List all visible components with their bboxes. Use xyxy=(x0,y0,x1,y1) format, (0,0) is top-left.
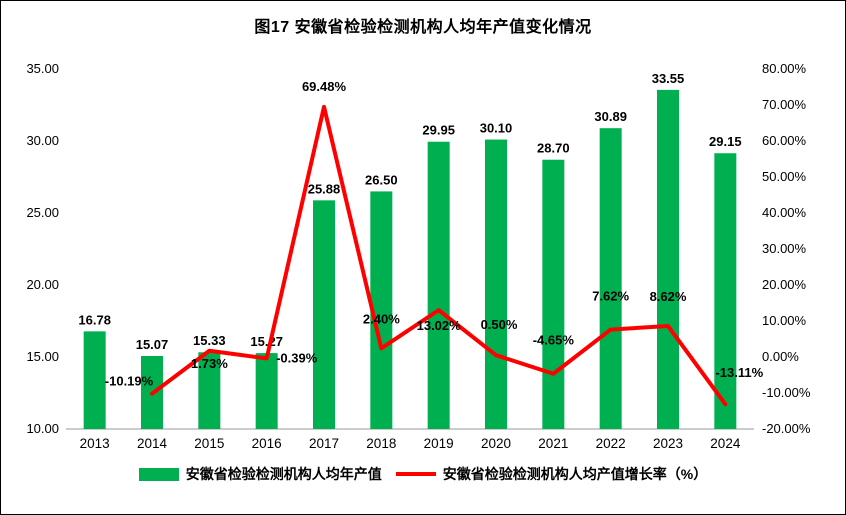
left-axis-tick-label: 30.00 xyxy=(26,133,59,148)
right-axis-tick-label: 10.00% xyxy=(762,313,807,328)
right-axis-tick-label: 40.00% xyxy=(762,205,807,220)
line-series-swatch-icon xyxy=(395,472,436,476)
line-data-label: -10.19% xyxy=(105,374,154,389)
x-axis-category-label: 2020 xyxy=(481,436,511,451)
bar xyxy=(542,159,565,429)
line-data-label: -4.65% xyxy=(533,333,575,348)
left-axis-tick-label: 25.00 xyxy=(26,205,59,220)
right-axis-tick-label: 30.00% xyxy=(762,241,807,256)
chart-title: 图17 安徽省检验检测机构人均年产值变化情况 xyxy=(254,19,592,36)
bar-data-label: 30.10 xyxy=(480,121,513,136)
line-data-label: 69.48% xyxy=(302,79,347,94)
bar xyxy=(370,191,393,429)
line-data-label: 8.62% xyxy=(650,289,687,304)
bar xyxy=(657,89,679,429)
right-axis-tick-label: -10.00% xyxy=(762,385,811,400)
legend-item-line-series: 安徽省检验检测机构人均产值增长率（%） xyxy=(395,464,708,484)
right-axis-tick-label: -20.00% xyxy=(762,421,811,436)
left-axis-tick-label: 10.00 xyxy=(26,421,59,436)
x-axis-category-label: 2024 xyxy=(710,436,741,451)
bar-data-label: 29.15 xyxy=(709,134,742,149)
x-axis-category-label: 2016 xyxy=(252,436,282,451)
x-axis-category-label: 2013 xyxy=(80,436,110,451)
bar xyxy=(485,139,507,429)
legend-line-label: 安徽省检验检测机构人均产值增长率（%） xyxy=(442,466,708,482)
line-data-label: -13.11% xyxy=(715,365,763,380)
x-axis-category-label: 2019 xyxy=(424,436,454,451)
bar-data-label: 33.55 xyxy=(652,71,685,86)
bar-data-label: 26.50 xyxy=(365,172,398,187)
x-axis-category-label: 2022 xyxy=(596,436,626,451)
bar xyxy=(427,141,450,429)
bar-data-label: 30.89 xyxy=(594,109,627,124)
x-axis-category-label: 2018 xyxy=(366,436,396,451)
right-axis-tick-label: 0.00% xyxy=(762,349,799,364)
bar xyxy=(714,153,737,430)
bar xyxy=(83,331,106,429)
x-axis-category-label: 2021 xyxy=(538,436,568,451)
right-axis-tick-label: 60.00% xyxy=(762,133,807,148)
bar xyxy=(255,353,278,429)
right-axis-tick-label: 50.00% xyxy=(762,169,807,184)
line-data-label: 1.73% xyxy=(191,356,228,371)
line-data-label: 7.62% xyxy=(592,289,629,304)
bar xyxy=(198,352,221,429)
bar-data-label: 15.07 xyxy=(136,337,169,352)
bar-data-label: 15.27 xyxy=(250,334,283,349)
chart-legend: 安徽省检验检测机构人均年产值 安徽省检验检测机构人均产值增长率（%） xyxy=(1,464,845,484)
line-data-label: 13.02% xyxy=(417,318,462,333)
bar-data-label: 25.88 xyxy=(308,181,341,196)
bar xyxy=(599,128,622,429)
x-axis-category-label: 2023 xyxy=(653,436,683,451)
x-axis-category-label: 2014 xyxy=(137,436,168,451)
legend-bar-label: 安徽省检验检测机构人均年产值 xyxy=(185,466,382,482)
left-axis-tick-label: 35.00 xyxy=(26,61,59,76)
bar-data-label: 16.78 xyxy=(78,312,111,327)
bar-series-swatch-icon xyxy=(138,467,179,481)
bar-data-label: 28.70 xyxy=(537,141,570,156)
bar xyxy=(313,200,335,429)
x-axis-category-label: 2015 xyxy=(194,436,224,451)
right-axis-tick-label: 20.00% xyxy=(762,277,807,292)
x-axis-category-label: 2017 xyxy=(309,436,339,451)
bar-data-label: 15.33 xyxy=(193,333,226,348)
left-axis-tick-label: 15.00 xyxy=(26,349,59,364)
line-data-label: 0.50% xyxy=(481,317,518,332)
left-axis-tick-label: 20.00 xyxy=(26,277,59,292)
right-axis-tick-label: 70.00% xyxy=(762,97,807,112)
bar-data-label: 29.95 xyxy=(422,123,455,138)
line-data-label: -0.39% xyxy=(276,350,318,365)
right-axis-tick-label: 80.00% xyxy=(762,61,807,76)
growth-rate-line xyxy=(150,104,728,407)
legend-item-bar-series: 安徽省检验检测机构人均年产值 xyxy=(138,464,382,484)
line-data-label: 2.40% xyxy=(363,311,400,326)
